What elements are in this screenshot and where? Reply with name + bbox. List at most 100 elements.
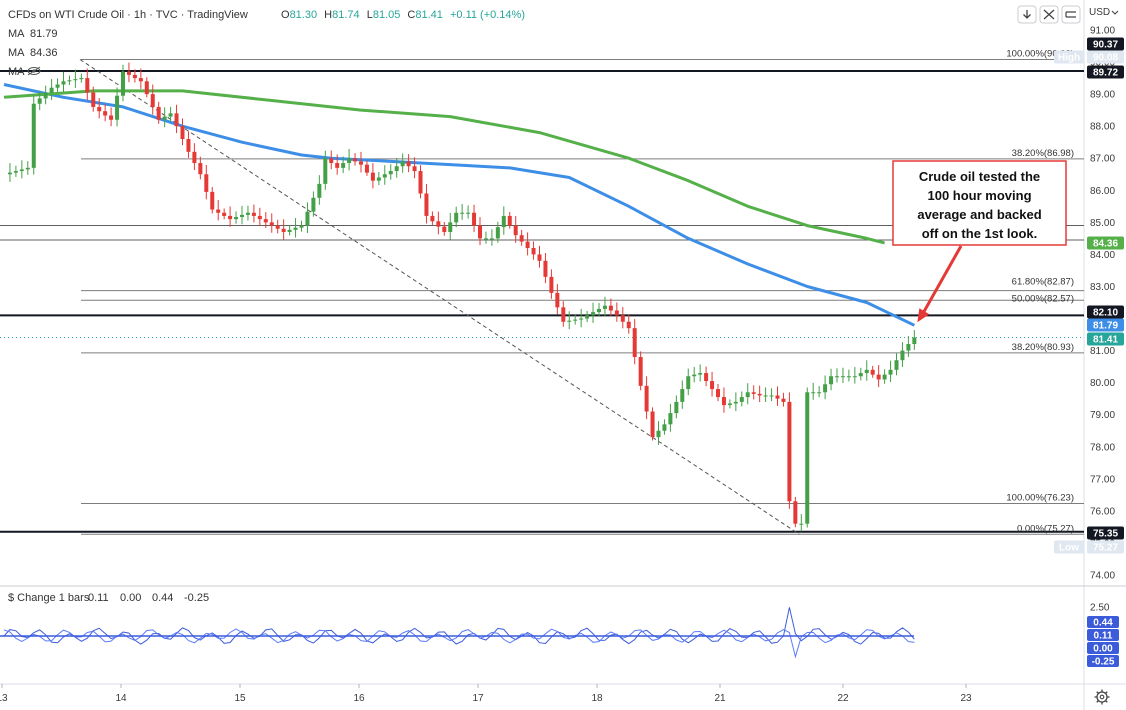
high-key: H (324, 9, 332, 21)
low-value: 81.05 (373, 9, 401, 21)
candle-body (543, 260, 548, 277)
candle-body (287, 229, 292, 232)
y-tick-label: 88.00 (1090, 122, 1115, 133)
fib-level-label: 50.00%(82.57) (1012, 293, 1074, 304)
oscillator-line-a (3, 607, 915, 645)
change-value: +0.11 (+0.14%) (450, 9, 525, 21)
y-tick-label: 89.00 (1090, 90, 1115, 101)
candle-body (91, 92, 96, 107)
candle-body (894, 360, 899, 370)
candle-body (638, 357, 643, 386)
candle-body (418, 171, 423, 194)
candle-body (109, 115, 114, 120)
ma100-legend-label[interactable]: MA (8, 28, 25, 40)
gear-icon[interactable] (1094, 689, 1110, 705)
price-tag (1087, 37, 1124, 51)
candle-body (787, 401, 792, 502)
candle-body (364, 164, 369, 173)
currency-dropdown-icon[interactable] (1111, 10, 1119, 15)
close-value: 81.41 (415, 9, 443, 21)
candle-body (412, 166, 417, 172)
candle-body (650, 411, 655, 438)
candle-body (305, 211, 310, 226)
candle-body (192, 151, 197, 164)
annotation-text: Crude oil tested the (919, 169, 1040, 184)
y-tick-label: 85.00 (1090, 218, 1115, 229)
candle-body (704, 373, 709, 382)
arrow-down-icon (1023, 10, 1031, 19)
hidden-ma-legend-label[interactable]: MA (8, 66, 25, 78)
down-trendline[interactable] (79, 59, 800, 535)
arrow-down-button[interactable] (1017, 5, 1037, 24)
candle-body (37, 98, 42, 104)
candle-body (162, 116, 167, 120)
candle-body (466, 212, 471, 214)
oscillator-line-b (3, 628, 915, 659)
candle-body (525, 241, 530, 248)
candle-body (549, 276, 554, 293)
candle-body (585, 315, 590, 319)
candle-body (769, 395, 774, 397)
candle-body (138, 78, 143, 82)
candle-body (156, 106, 161, 120)
candle-body (186, 139, 191, 152)
annotation-text: average and backed (917, 207, 1041, 222)
candle-body (811, 392, 816, 394)
expand-button[interactable] (1039, 5, 1059, 24)
osc-value-text: 0.44 (1093, 618, 1113, 629)
candle-body (103, 111, 108, 116)
candle-body (495, 227, 500, 239)
candle-body (228, 215, 233, 220)
x-tick-label: 22 (837, 693, 849, 704)
ma200-legend-label[interactable]: MA (8, 47, 25, 59)
candle-body (216, 209, 221, 213)
candle-body (501, 215, 506, 228)
ma100-line (3, 83, 916, 327)
candle-body (858, 373, 863, 377)
x-tick-label: 23 (960, 693, 972, 704)
candle-body (269, 222, 274, 226)
price-tag (1087, 305, 1124, 319)
osc-value-tag (1087, 629, 1119, 641)
osc-value-text: 0.00 (1093, 644, 1113, 655)
price-tag-text: 75.35 (1093, 529, 1118, 540)
candle-body (329, 158, 334, 164)
candle-body (555, 292, 560, 308)
y-tick-label: 81.00 (1090, 346, 1115, 357)
annotation-group[interactable]: Crude oil tested the 100 hour moving avera… (892, 160, 1067, 323)
annotation-box[interactable] (892, 160, 1067, 246)
close-key: C (407, 9, 415, 21)
price-tag-text: 89.72 (1093, 68, 1118, 79)
price-candles (7, 62, 917, 532)
collapse-button[interactable] (1061, 5, 1081, 24)
trendline-group[interactable] (79, 59, 800, 535)
candle-body (733, 401, 738, 404)
symbol-title[interactable]: CFDs on WTI Crude Oil · 1h · TVC · Tradi… (8, 9, 248, 21)
candle-body (263, 219, 268, 223)
time-axis[interactable]: 13 14 15 16 17 18 21 22 23 (0, 684, 972, 704)
price-tag-text: 84.36 (1093, 239, 1118, 250)
candle-body (240, 214, 244, 218)
expand-icon (1043, 9, 1055, 20)
annotation-arrowhead (917, 308, 930, 323)
candle-body (846, 376, 851, 378)
candle-body (61, 81, 66, 85)
candle-body (900, 350, 905, 361)
candle-body (7, 172, 12, 175)
candle-body (727, 403, 732, 406)
candle-body (668, 413, 673, 425)
candle-body (608, 305, 613, 311)
candle-body (180, 126, 185, 139)
price-tag-text: 81.79 (1093, 321, 1118, 332)
eye-hidden-icon[interactable] (27, 66, 41, 76)
currency-label[interactable]: USD (1089, 7, 1110, 18)
oscillator-label[interactable]: $ Change 1 bars (8, 592, 90, 604)
price-tags: 90.37 High 90.08 89.72 84.36 82.10 81.79 81.41 7… (1054, 37, 1124, 554)
chart-legend: CFDs on WTI Crude Oil · 1h · TVC · Tradi… (8, 9, 525, 78)
candle-body (311, 197, 316, 212)
osc-value-tag (1087, 642, 1119, 654)
open-value: 81.30 (290, 9, 318, 21)
open-key: O (281, 9, 290, 21)
